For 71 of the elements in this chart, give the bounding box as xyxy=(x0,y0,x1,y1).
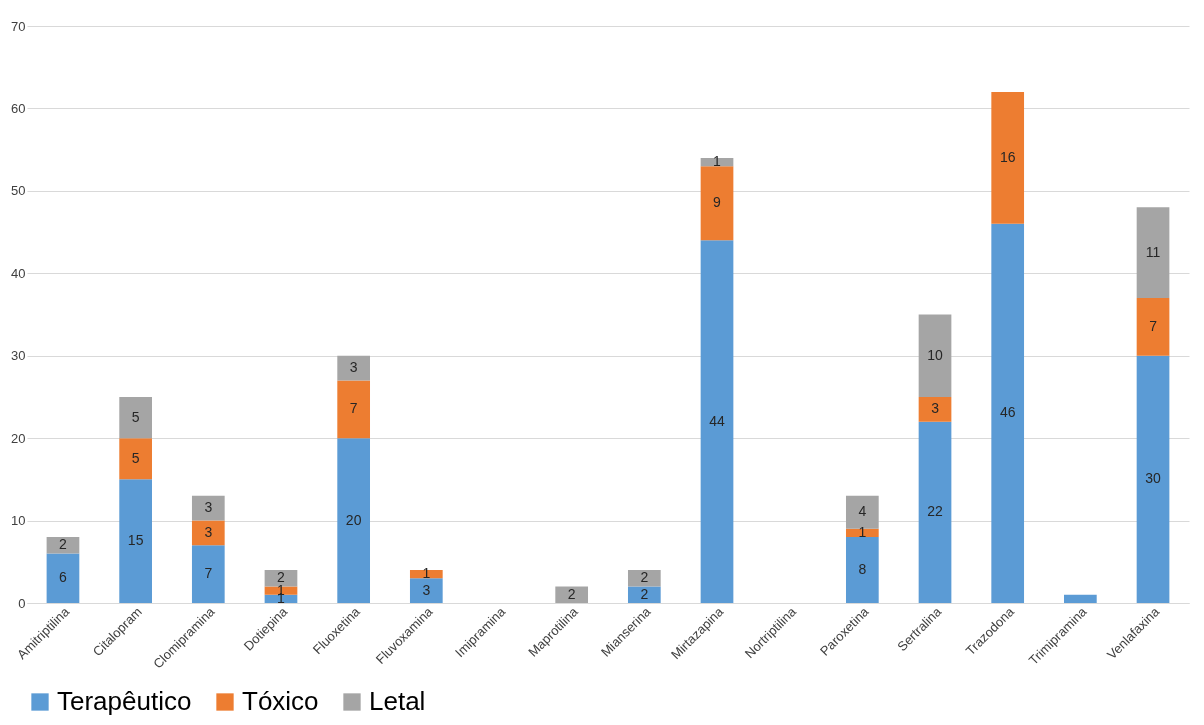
y-tick-label: 30 xyxy=(11,348,26,364)
bar xyxy=(46,537,80,554)
bar xyxy=(337,438,370,603)
data-label: 2 xyxy=(640,569,649,586)
data-label: 5 xyxy=(131,449,140,466)
bar xyxy=(1136,298,1170,356)
data-label: 15 xyxy=(127,532,144,549)
data-label: 3 xyxy=(204,523,213,540)
bar xyxy=(627,586,661,603)
bar xyxy=(46,553,80,603)
bar xyxy=(700,240,734,603)
bar xyxy=(1136,207,1170,299)
data-label: 44 xyxy=(709,412,725,429)
data-label: 1 xyxy=(713,153,722,170)
bar xyxy=(119,438,152,480)
data-label: 8 xyxy=(858,561,867,578)
data-label: 7 xyxy=(1149,317,1158,334)
bar xyxy=(700,166,734,241)
bar xyxy=(846,537,879,603)
legend-label: Letal xyxy=(369,686,426,716)
bar xyxy=(846,495,879,529)
data-label: 22 xyxy=(927,503,944,520)
bar xyxy=(119,479,152,603)
legend-label: Tóxico xyxy=(242,686,319,716)
data-label: 6 xyxy=(59,569,68,586)
bar xyxy=(555,586,589,603)
bar xyxy=(918,314,952,397)
bar xyxy=(337,355,370,381)
data-label: 7 xyxy=(349,400,358,417)
y-tick-label: 40 xyxy=(11,265,26,281)
bar xyxy=(409,578,443,603)
y-tick-label: 0 xyxy=(18,595,26,611)
data-label: 11 xyxy=(1145,243,1161,260)
bar xyxy=(119,396,152,439)
bar xyxy=(627,570,661,587)
bar xyxy=(991,91,1025,224)
y-tick-label: 70 xyxy=(11,18,26,34)
data-label: 20 xyxy=(345,511,362,528)
data-label: 2 xyxy=(640,585,649,602)
data-label: 1 xyxy=(858,523,867,540)
bar xyxy=(191,545,225,603)
y-tick-label: 20 xyxy=(11,430,26,446)
bar xyxy=(991,223,1025,603)
bar xyxy=(191,520,225,546)
bar xyxy=(918,396,952,422)
data-label: 2 xyxy=(567,585,576,602)
bar xyxy=(337,380,370,439)
bar xyxy=(264,570,298,587)
bar xyxy=(918,421,952,603)
data-label: 30 xyxy=(1145,470,1162,487)
bar xyxy=(1136,355,1170,603)
data-label: 4 xyxy=(858,503,867,520)
data-label: 7 xyxy=(204,565,213,582)
y-tick-label: 50 xyxy=(11,183,26,199)
data-label: 3 xyxy=(349,359,358,376)
data-label: 10 xyxy=(927,346,944,363)
data-label: 3 xyxy=(204,499,213,516)
bar xyxy=(1064,594,1097,603)
data-label: 9 xyxy=(713,194,722,211)
legend-label: Terapêutico xyxy=(57,686,192,716)
bar xyxy=(191,495,225,521)
data-label: 2 xyxy=(59,536,68,553)
data-label: 16 xyxy=(999,148,1016,165)
y-tick-label: 10 xyxy=(11,513,26,529)
data-label: 46 xyxy=(999,404,1016,421)
y-tick-label: 60 xyxy=(11,100,26,116)
data-label: 5 xyxy=(131,408,140,425)
data-label: 2 xyxy=(277,569,286,586)
data-label: 3 xyxy=(931,400,940,417)
data-label: 3 xyxy=(422,581,431,598)
data-label: 1 xyxy=(422,565,431,582)
